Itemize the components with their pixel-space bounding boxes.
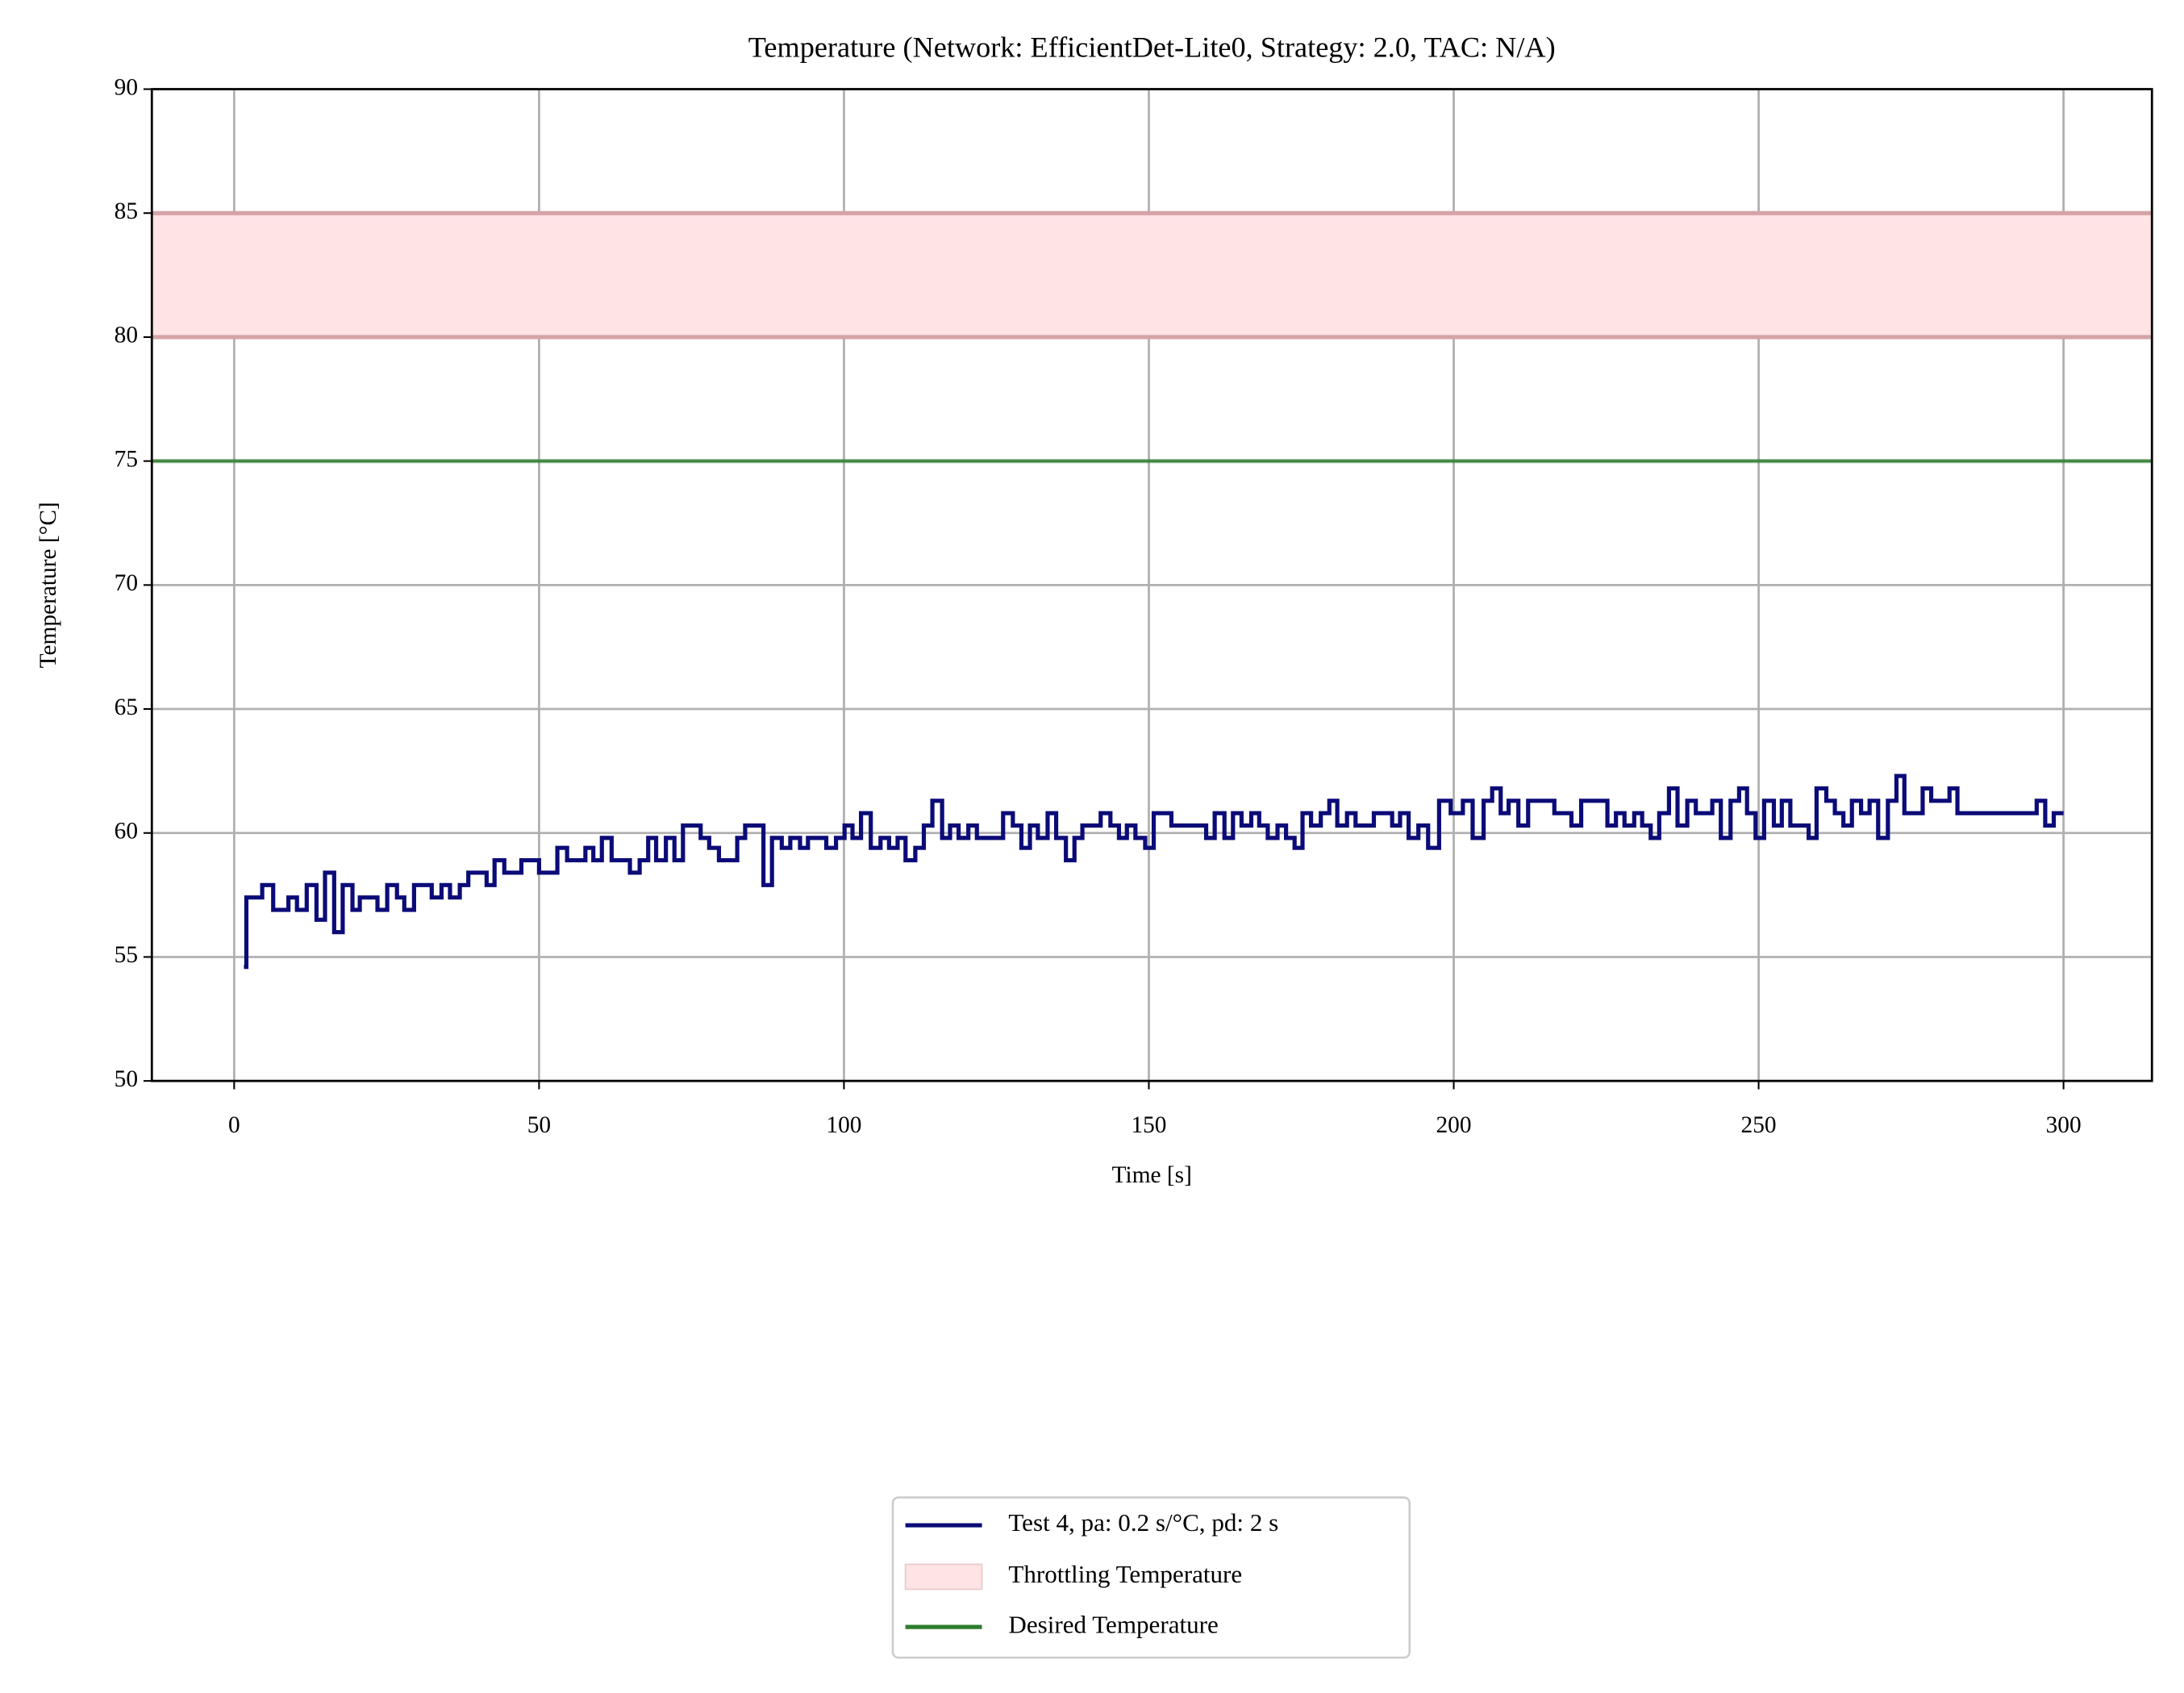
y-tick-label: 85 xyxy=(115,198,138,224)
y-tick-label: 80 xyxy=(115,323,138,348)
legend-label: Test 4, pa: 0.2 s/°C, pd: 2 s xyxy=(1008,1508,1278,1537)
x-tick-label: 200 xyxy=(1436,1112,1472,1138)
x-tick-label: 250 xyxy=(1741,1112,1777,1138)
y-tick-label: 60 xyxy=(115,818,138,844)
x-tick-label: 300 xyxy=(2046,1112,2082,1138)
y-tick-label: 70 xyxy=(115,570,138,596)
temperature-line xyxy=(244,774,2064,970)
y-tick-label: 75 xyxy=(115,446,138,472)
y-tick-label: 90 xyxy=(115,74,138,100)
legend-swatch xyxy=(904,1563,983,1591)
legend-box xyxy=(891,1496,1411,1659)
x-tick-label: 100 xyxy=(826,1112,861,1138)
legend: Test 4, pa: 0.2 s/°C, pd: 2 s Throttling … xyxy=(891,1496,1411,1659)
plot-frame xyxy=(150,88,2153,1082)
x-axis-label: Time [s] xyxy=(1112,1162,1192,1188)
y-tick-label: 55 xyxy=(115,942,138,968)
y-tick-label: 50 xyxy=(115,1066,138,1092)
x-tick-label: 50 xyxy=(527,1112,551,1138)
legend-label: Throttling Temperature xyxy=(1008,1560,1242,1588)
chart-title: Temperature (Network: EfficientDet-Lite0… xyxy=(748,31,1556,64)
y-tick-label: 65 xyxy=(115,694,138,720)
x-tick-label: 150 xyxy=(1131,1112,1166,1138)
throttling-band xyxy=(152,213,2153,337)
legend-label: Desired Temperature xyxy=(1008,1610,1218,1638)
x-tick-label: 0 xyxy=(228,1112,240,1138)
plot-area: 50 55 60 65 70 75 80 85 90 0 50 100 150 200 250 300 xyxy=(115,74,2153,1138)
y-axis-label: Temperature [°C] xyxy=(35,502,61,668)
